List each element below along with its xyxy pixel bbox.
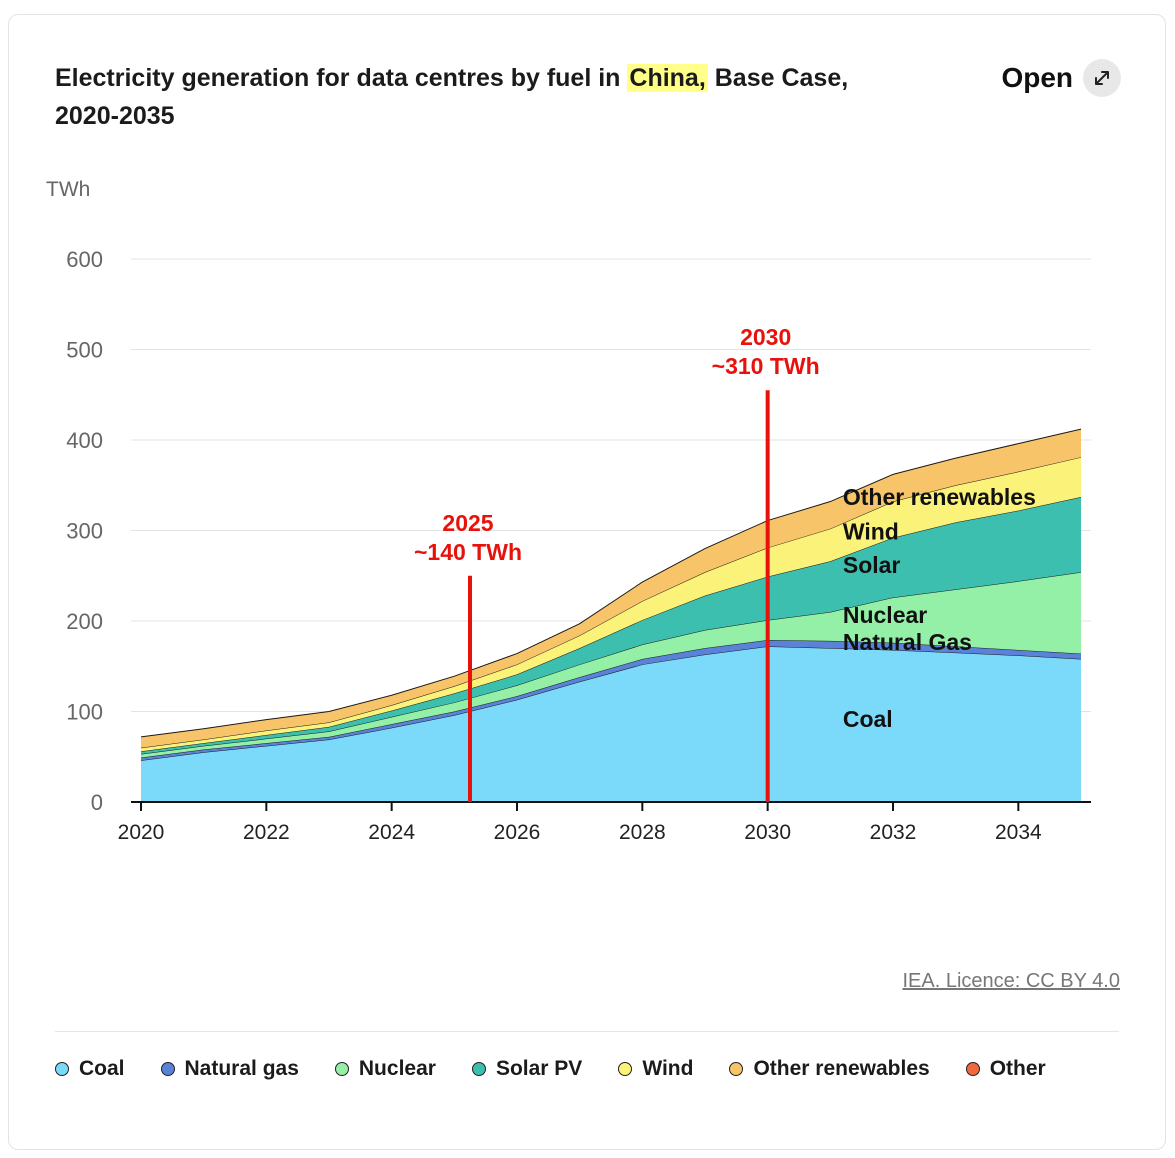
series-label-nuclear: Nuclear bbox=[843, 602, 927, 628]
legend-label: Nuclear bbox=[358, 1057, 436, 1080]
y-tick-label: 600 bbox=[66, 247, 103, 272]
legend-label: Wind bbox=[642, 1057, 694, 1080]
legend-item-coal[interactable]: Coal bbox=[55, 1055, 125, 1083]
chart-title: Electricity generation for data centres … bbox=[55, 59, 915, 135]
x-tick-label: 2020 bbox=[118, 821, 165, 844]
series-label-other-renewables: Other renewables bbox=[843, 484, 1036, 510]
x-tick-label: 2030 bbox=[744, 821, 791, 844]
area-solar-pv bbox=[141, 497, 1081, 755]
expand-icon bbox=[1083, 59, 1121, 97]
open-label: Open bbox=[1001, 62, 1073, 93]
x-tick-label: 2022 bbox=[243, 821, 290, 844]
annotation-value-label: ~140 TWh bbox=[414, 539, 522, 565]
title-highlight-country: China, bbox=[627, 64, 708, 92]
source-licence-link[interactable]: IEA. Licence: CC BY 4.0 bbox=[902, 970, 1120, 992]
legend-swatch bbox=[729, 1062, 744, 1076]
legend-swatch bbox=[160, 1062, 175, 1076]
legend-swatch bbox=[471, 1062, 486, 1076]
y-tick-label: 200 bbox=[66, 609, 103, 634]
x-tick-label: 2034 bbox=[995, 821, 1042, 844]
legend-swatch bbox=[55, 1062, 69, 1076]
legend-item-solar-pv[interactable]: Solar PV bbox=[471, 1055, 583, 1083]
open-button[interactable]: Open bbox=[1001, 59, 1121, 97]
area-coal bbox=[141, 646, 1081, 802]
y-tick-label: 500 bbox=[66, 338, 103, 363]
x-tick-label: 2024 bbox=[368, 821, 415, 844]
series-label-solar: Solar bbox=[843, 552, 901, 578]
legend-item-wind[interactable]: Wind bbox=[618, 1055, 693, 1083]
y-tick-label: 300 bbox=[66, 519, 103, 544]
annotation-year-label: 2025 bbox=[442, 510, 493, 536]
legend-swatch bbox=[618, 1062, 633, 1076]
legend-item-natural-gas[interactable]: Natural gas bbox=[160, 1055, 299, 1083]
title-part-after: Base Case, 2020-2035 bbox=[55, 64, 849, 130]
series-label-natural-gas: Natural Gas bbox=[843, 629, 972, 655]
x-tick-label: 2028 bbox=[619, 821, 666, 844]
x-tick-label: 2026 bbox=[494, 821, 541, 844]
area-wind bbox=[141, 457, 1081, 752]
series-label-coal: Coal bbox=[843, 706, 893, 732]
legend-label: Coal bbox=[79, 1057, 125, 1080]
annotation-value-label: ~310 TWh bbox=[712, 353, 820, 379]
annotation-year-label: 2030 bbox=[740, 324, 791, 350]
y-tick-label: 0 bbox=[91, 790, 103, 815]
y-tick-label: 100 bbox=[66, 700, 103, 725]
series-line-other-renewables bbox=[140, 428, 1082, 738]
legend-divider bbox=[55, 1031, 1119, 1032]
series-label-wind: Wind bbox=[843, 519, 899, 545]
y-tick-label: 400 bbox=[66, 428, 103, 453]
legend-label: Other renewables bbox=[753, 1057, 930, 1080]
area-nuclear bbox=[141, 572, 1081, 758]
legend-item-other[interactable]: Other bbox=[965, 1055, 1046, 1083]
legend-label: Natural gas bbox=[184, 1057, 299, 1080]
area-other-renewables bbox=[141, 429, 1081, 748]
legend-swatch bbox=[334, 1062, 349, 1076]
legend: Coal Natural gas Nuclear Solar PV Wind Other … bbox=[55, 1055, 1115, 1083]
legend-label: Solar PV bbox=[495, 1057, 583, 1080]
area-natural-gas bbox=[141, 640, 1081, 761]
legend-item-nuclear[interactable]: Nuclear bbox=[334, 1055, 436, 1083]
y-axis-unit-label: TWh bbox=[46, 178, 91, 201]
legend-item-other-renewables[interactable]: Other renewables bbox=[729, 1055, 930, 1083]
x-tick-label: 2032 bbox=[870, 821, 917, 844]
title-part-before: Electricity generation for data centres … bbox=[55, 64, 628, 92]
legend-label: Other bbox=[989, 1057, 1046, 1080]
legend-swatch bbox=[965, 1062, 980, 1076]
